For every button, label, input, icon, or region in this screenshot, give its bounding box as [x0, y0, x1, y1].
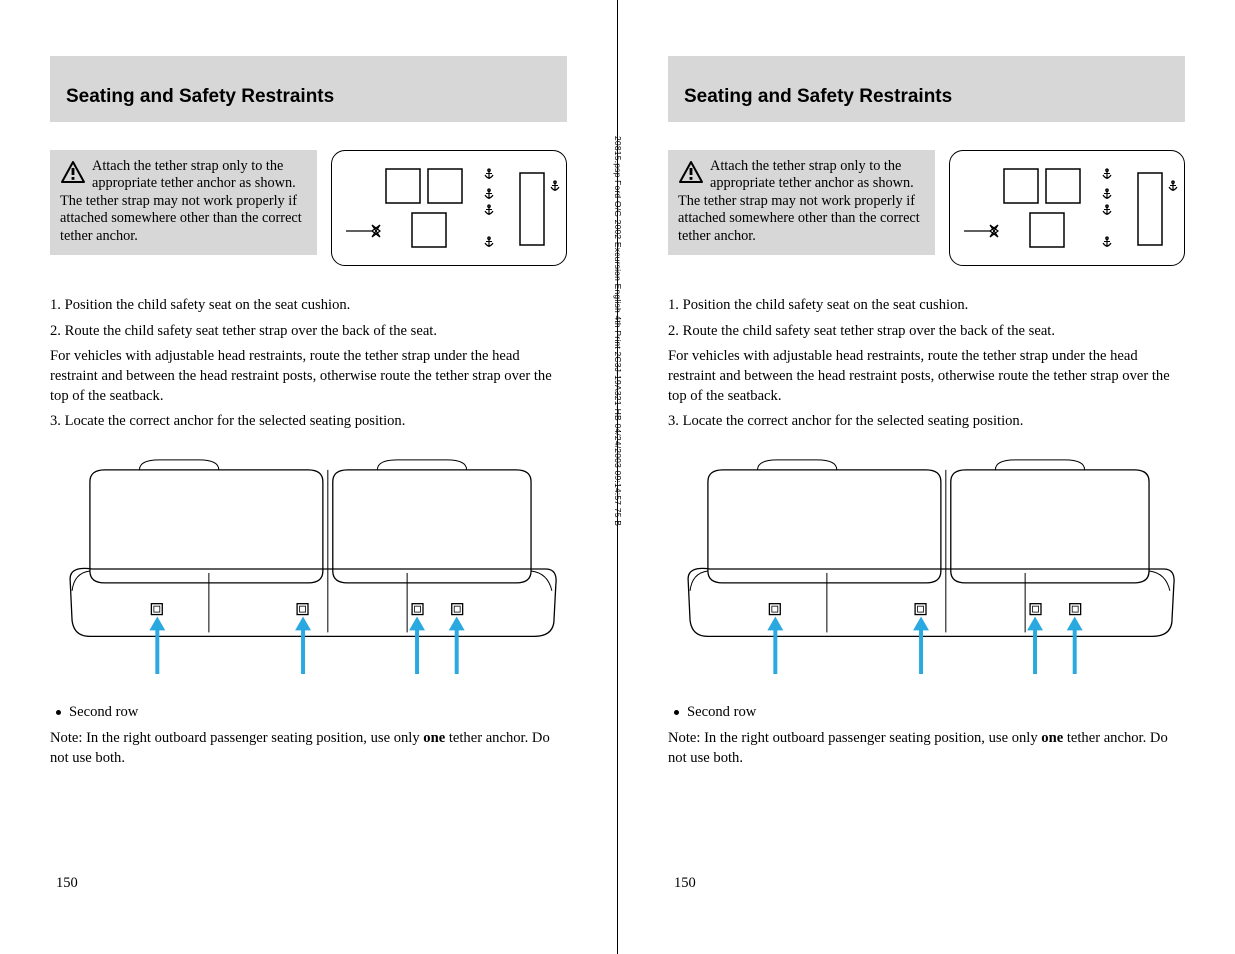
warning-text-line1: Attach the tether strap only: [92, 158, 248, 174]
bullet-label: Second row: [687, 703, 756, 723]
section-header-band: Seating and Safety Restraints: [668, 56, 1185, 122]
bullet-second-row: Second row: [674, 703, 1185, 723]
note-paragraph: Note: In the right outboard passenger se…: [668, 729, 1185, 768]
note-prefix: Note: In the right outboard passenger se…: [50, 730, 423, 746]
tether-anchor-top-diagram: [331, 150, 567, 266]
second-row-seat-illustration: [668, 452, 1184, 680]
warning-and-diagram-row: Attach the tether strap only to the appr…: [668, 150, 1185, 266]
note-bold-word: one: [1041, 730, 1063, 746]
head-restraint-paragraph: For vehicles with adjustable head restra…: [50, 347, 567, 406]
warning-callout: Attach the tether strap only to the appr…: [668, 150, 935, 255]
page-left: Seating and Safety Restraints Attach the…: [0, 0, 617, 954]
tether-anchor-top-diagram: [949, 150, 1185, 266]
warning-triangle-icon: [60, 160, 86, 184]
step-3: 3. Locate the correct anchor for the sel…: [668, 412, 1185, 432]
section-header-band: Seating and Safety Restraints: [50, 56, 567, 122]
bullet-label: Second row: [69, 703, 138, 723]
step-1: 1. Position the child safety seat on the…: [668, 296, 1185, 316]
warning-text-line1: Attach the tether strap only: [710, 158, 866, 174]
step-1: 1. Position the child safety seat on the…: [50, 296, 567, 316]
warning-triangle-icon: [678, 160, 704, 184]
step-3: 3. Locate the correct anchor for the sel…: [50, 412, 567, 432]
page-number: 150: [674, 875, 696, 892]
step-2: 2. Route the child safety seat tether st…: [668, 322, 1185, 342]
note-prefix: Note: In the right outboard passenger se…: [668, 730, 1041, 746]
section-title: Seating and Safety Restraints: [684, 86, 1169, 108]
note-bold-word: one: [423, 730, 445, 746]
bullet-second-row: Second row: [56, 703, 567, 723]
bullet-dot-icon: [56, 710, 61, 715]
step-2: 2. Route the child safety seat tether st…: [50, 322, 567, 342]
page-right: Seating and Safety Restraints Attach the…: [618, 0, 1235, 954]
second-row-seat-illustration: [50, 452, 566, 680]
bullet-dot-icon: [674, 710, 679, 715]
section-title: Seating and Safety Restraints: [66, 86, 551, 108]
page-number: 150: [56, 875, 78, 892]
two-page-spread: Seating and Safety Restraints Attach the…: [0, 0, 1235, 954]
head-restraint-paragraph: For vehicles with adjustable head restra…: [668, 347, 1185, 406]
warning-callout: Attach the tether strap only to the appr…: [50, 150, 317, 255]
note-paragraph: Note: In the right outboard passenger se…: [50, 729, 567, 768]
warning-and-diagram-row: Attach the tether strap only to the appr…: [50, 150, 567, 266]
